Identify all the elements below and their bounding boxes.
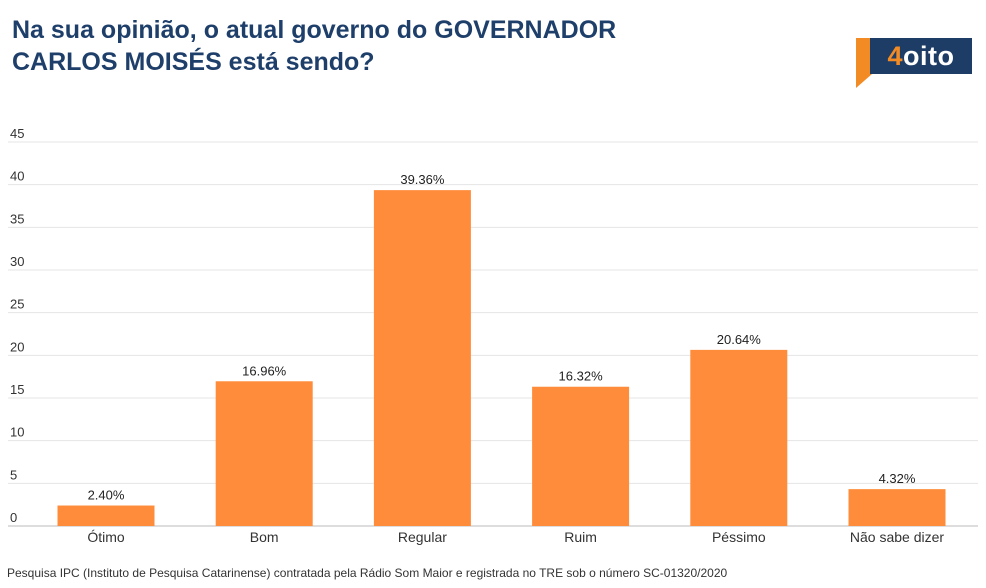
y-tick-label: 0 (10, 510, 17, 525)
source-footnote: Pesquisa IPC (Instituto de Pesquisa Cata… (7, 566, 728, 580)
brand-logo: 4oito (856, 38, 972, 88)
bar-3 (532, 386, 630, 526)
y-tick-label: 25 (10, 297, 24, 312)
y-tick-label: 20 (10, 339, 24, 354)
logo-orange-tail (856, 74, 872, 88)
x-tick-label: Regular (398, 529, 447, 545)
x-tick-label: Ótimo (87, 529, 125, 545)
logo-text-box: 4oito (870, 38, 972, 74)
y-tick-label: 30 (10, 254, 24, 269)
data-label: 16.96% (242, 363, 287, 378)
bar-5 (848, 489, 946, 526)
x-tick-label: Não sabe dizer (850, 529, 945, 545)
data-label: 2.40% (88, 488, 125, 503)
x-tick-label: Ruim (564, 529, 597, 545)
data-label: 39.36% (400, 172, 445, 187)
chart-title-line-2: CARLOS MOISÉS está sendo? (12, 48, 375, 76)
y-tick-label: 40 (10, 169, 24, 184)
y-tick-label: 10 (10, 425, 24, 440)
logo-four: 4 (887, 41, 904, 71)
x-tick-label: Péssimo (712, 529, 766, 545)
data-label: 16.32% (559, 369, 604, 384)
data-label: 20.64% (717, 332, 762, 347)
bar-2 (373, 190, 471, 527)
y-tick-label: 45 (10, 126, 24, 141)
data-label: 4.32% (879, 471, 916, 486)
x-tick-label: Bom (250, 529, 279, 545)
bar-0 (57, 505, 155, 526)
logo-oito: oito (903, 41, 955, 71)
y-tick-label: 35 (10, 211, 24, 226)
bar-4 (690, 349, 788, 526)
y-tick-label: 15 (10, 382, 24, 397)
y-tick-label: 5 (10, 467, 17, 482)
bar-1 (215, 381, 313, 526)
bar-chart: 0 5 10 15 20 25 30 35 40 45 2.40% Ótimo 16.96% Bom 39.… (8, 126, 978, 545)
chart-title: Na sua opinião, o atual governo do GOVER… (12, 14, 712, 78)
chart-title-line-1: Na sua opinião, o atual governo do GOVER… (12, 16, 617, 44)
